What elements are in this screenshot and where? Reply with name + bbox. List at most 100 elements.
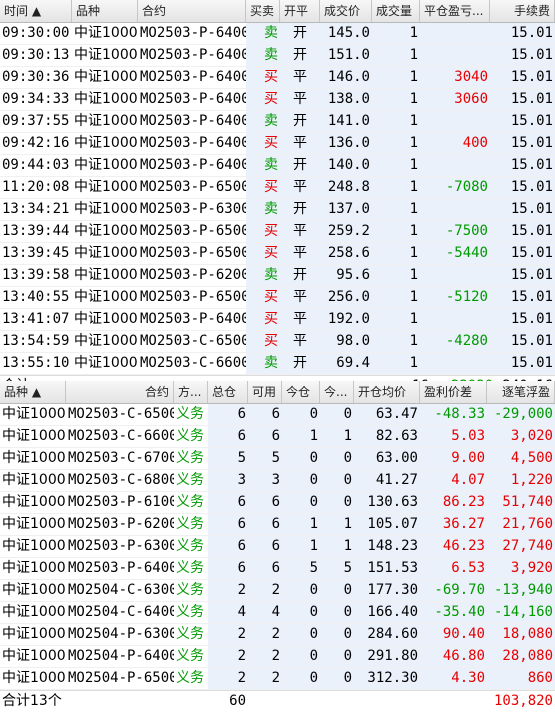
trade-product: 中证1000 xyxy=(74,223,138,239)
pos-diff: 4.30 xyxy=(420,668,487,689)
col-direction-header[interactable]: 买卖 xyxy=(246,0,280,22)
trade-pnl: 3060 xyxy=(420,89,490,110)
table-row[interactable]: 中证1000 MO2504-P-6300 义务 2 2 0 0 284.60 90.40 18,0… xyxy=(0,624,555,646)
col-fee-header[interactable]: 手续费 xyxy=(490,0,555,22)
pos-product: 中证1000 xyxy=(2,472,66,488)
trades-table: 时间 ▲ 品种 合约 买卖 开平 成交价 成交量 平仓盈亏... 手续费 09:… xyxy=(0,0,555,394)
table-row[interactable]: 09:30:36 中证1000 MO2503-P-6400 买平 146.0 1 3040 1… xyxy=(0,67,555,89)
pos-today: 0 xyxy=(282,602,320,623)
pos-side: 义务 xyxy=(176,472,204,488)
table-row[interactable]: 中证1000 MO2503-P-6100 义务 6 6 0 0 130.63 86.23 51,7… xyxy=(0,492,555,514)
col-pos-contract-header[interactable]: 合约 xyxy=(66,381,174,403)
col-pos-product-header[interactable]: 品种 ▲ xyxy=(0,381,66,403)
trade-contract: MO2503-P-6400 xyxy=(140,47,246,63)
table-row[interactable]: 13:34:21 中证1000 MO2503-P-6300 卖开 137.0 1 15.01 xyxy=(0,199,555,221)
col-pnl-header[interactable]: 平仓盈亏... xyxy=(420,0,490,22)
trade-time: 09:30:13 xyxy=(2,47,70,63)
trade-direction: 买 xyxy=(246,309,280,330)
col-contract-header[interactable]: 合约 xyxy=(138,0,246,22)
pos-avg: 291.80 xyxy=(354,646,420,667)
table-row[interactable]: 中证1000 MO2504-P-6500 义务 2 2 0 0 312.30 4.30 860 xyxy=(0,668,555,690)
table-row[interactable]: 11:20:08 中证1000 MO2503-P-6500 买平 248.8 1 -7080… xyxy=(0,177,555,199)
table-row[interactable]: 中证1000 MO2504-C-6300 义务 2 2 0 0 177.30 -69.70 -13… xyxy=(0,580,555,602)
table-row[interactable]: 中证1000 MO2504-P-6400 义务 2 2 0 0 291.80 46.80 28,0… xyxy=(0,646,555,668)
pos-today2: 0 xyxy=(320,624,354,645)
col-pos-float-header[interactable]: 逐笔浮盈 xyxy=(487,381,555,403)
table-row[interactable]: 09:34:33 中证1000 MO2503-P-6400 买平 138.0 1 3060 1… xyxy=(0,89,555,111)
table-row[interactable]: 09:30:13 中证1000 MO2503-P-6400 卖开 151.0 1 15.01 xyxy=(0,45,555,67)
col-pos-total-header[interactable]: 总仓 xyxy=(208,381,248,403)
trade-direction: 卖 xyxy=(246,155,280,176)
table-row[interactable]: 中证1000 MO2503-P-6200 义务 6 6 1 1 105.07 36.27 21,7… xyxy=(0,514,555,536)
pos-diff: -48.33 xyxy=(420,404,487,425)
table-row[interactable]: 中证1000 MO2503-P-6300 义务 6 6 1 1 148.23 46.23 27,7… xyxy=(0,536,555,558)
pos-side: 义务 xyxy=(176,648,204,664)
trade-qty: 1 xyxy=(372,133,420,154)
table-row[interactable]: 中证1000 MO2503-C-6800 义务 3 3 0 0 41.27 4.07 1,220 xyxy=(0,470,555,492)
col-price-header[interactable]: 成交价 xyxy=(320,0,372,22)
pos-today2: 0 xyxy=(320,492,354,513)
pos-contract: MO2503-C-6500 xyxy=(68,406,174,422)
pos-avg: 63.00 xyxy=(354,448,420,469)
trade-direction: 买 xyxy=(246,331,280,352)
trade-fee: 15.01 xyxy=(490,23,555,44)
trade-contract: MO2503-P-6300 xyxy=(140,201,246,217)
trade-direction: 买 xyxy=(246,287,280,308)
trade-fee: 15.01 xyxy=(490,309,555,330)
pos-product: 中证1000 xyxy=(2,582,66,598)
table-row[interactable]: 13:54:59 中证1000 MO2503-C-6500 买平 98.0 1 -4280 1… xyxy=(0,331,555,353)
pos-contract: MO2503-P-6100 xyxy=(68,494,174,510)
trade-fee: 15.01 xyxy=(490,243,555,264)
trade-pnl xyxy=(420,111,490,132)
col-openclose-header[interactable]: 开平 xyxy=(280,0,320,22)
pos-float: -13,940 xyxy=(487,580,555,601)
col-product-header[interactable]: 品种 xyxy=(72,0,138,22)
col-pos-diff-header[interactable]: 盈利价差 xyxy=(420,381,487,403)
col-time-header[interactable]: 时间 ▲ xyxy=(0,0,72,22)
pos-avg: 166.40 xyxy=(354,602,420,623)
table-row[interactable]: 09:30:00 中证1000 MO2503-P-6400 卖开 145.0 1 15.01 xyxy=(0,23,555,45)
table-row[interactable]: 13:39:45 中证1000 MO2503-P-6500 买平 258.6 1 -5440… xyxy=(0,243,555,265)
col-pos-today2-header[interactable]: 今... xyxy=(320,381,354,403)
table-row[interactable]: 13:39:44 中证1000 MO2503-P-6500 买平 259.2 1 -7500… xyxy=(0,221,555,243)
pos-today2: 0 xyxy=(320,470,354,491)
trade-openclose: 平 xyxy=(280,221,320,242)
trade-contract: MO2503-P-6400 xyxy=(140,69,246,85)
table-row[interactable]: 09:42:16 中证1000 MO2503-P-6400 买平 136.0 1 400 15… xyxy=(0,133,555,155)
trade-fee: 15.01 xyxy=(490,155,555,176)
table-row[interactable]: 13:41:07 中证1000 MO2503-P-6400 买平 192.0 1 15.01 xyxy=(0,309,555,331)
table-row[interactable]: 中证1000 MO2503-C-6600 义务 6 6 1 1 82.63 5.03 3,020 xyxy=(0,426,555,448)
trade-contract: MO2503-P-6400 xyxy=(140,91,246,107)
pos-today: 0 xyxy=(282,668,320,689)
pos-avail: 6 xyxy=(248,514,282,535)
table-row[interactable]: 中证1000 MO2504-C-6400 义务 4 4 0 0 166.40 -35.40 -14… xyxy=(0,602,555,624)
pos-float: 3,920 xyxy=(487,558,555,579)
col-qty-header[interactable]: 成交量 xyxy=(372,0,420,22)
trade-price: 146.0 xyxy=(320,67,372,88)
col-pos-avail-header[interactable]: 可用 xyxy=(248,381,282,403)
table-row[interactable]: 中证1000 MO2503-C-6700 义务 5 5 0 0 63.00 9.00 4,500 xyxy=(0,448,555,470)
trade-price: 256.0 xyxy=(320,287,372,308)
table-row[interactable]: 中证1000 MO2503-P-6400 义务 6 6 5 5 151.53 6.53 3,920 xyxy=(0,558,555,580)
pos-avail: 2 xyxy=(248,668,282,689)
trade-qty: 1 xyxy=(372,309,420,330)
pos-avg: 105.07 xyxy=(354,514,420,535)
table-row[interactable]: 13:39:58 中证1000 MO2503-P-6200 卖开 95.6 1 15.01 xyxy=(0,265,555,287)
table-row[interactable]: 13:55:10 中证1000 MO2503-C-6600 卖开 69.4 1 15.01 xyxy=(0,353,555,375)
trade-price: 151.0 xyxy=(320,45,372,66)
col-pos-avg-header[interactable]: 开仓均价 xyxy=(354,381,420,403)
table-row[interactable]: 中证1000 MO2503-C-6500 义务 6 6 0 0 63.47 -48.33 -29,… xyxy=(0,404,555,426)
pos-today2: 0 xyxy=(320,580,354,601)
table-row[interactable]: 09:44:03 中证1000 MO2503-P-6400 卖开 140.0 1 15.01 xyxy=(0,155,555,177)
table-row[interactable]: 09:37:55 中证1000 MO2503-P-6400 卖开 141.0 1 15.01 xyxy=(0,111,555,133)
pos-contract: MO2503-C-6800 xyxy=(68,472,174,488)
table-row[interactable]: 13:40:55 中证1000 MO2503-P-6500 买平 256.0 1 -5120… xyxy=(0,287,555,309)
pos-avg: 82.63 xyxy=(354,426,420,447)
col-pos-today-header[interactable]: 今仓 xyxy=(282,381,320,403)
col-pos-side-header[interactable]: 方... xyxy=(174,381,208,403)
trade-direction: 卖 xyxy=(246,45,280,66)
trade-qty: 1 xyxy=(372,111,420,132)
pos-today: 5 xyxy=(282,558,320,579)
pos-diff: 46.80 xyxy=(420,646,487,667)
trade-price: 248.8 xyxy=(320,177,372,198)
